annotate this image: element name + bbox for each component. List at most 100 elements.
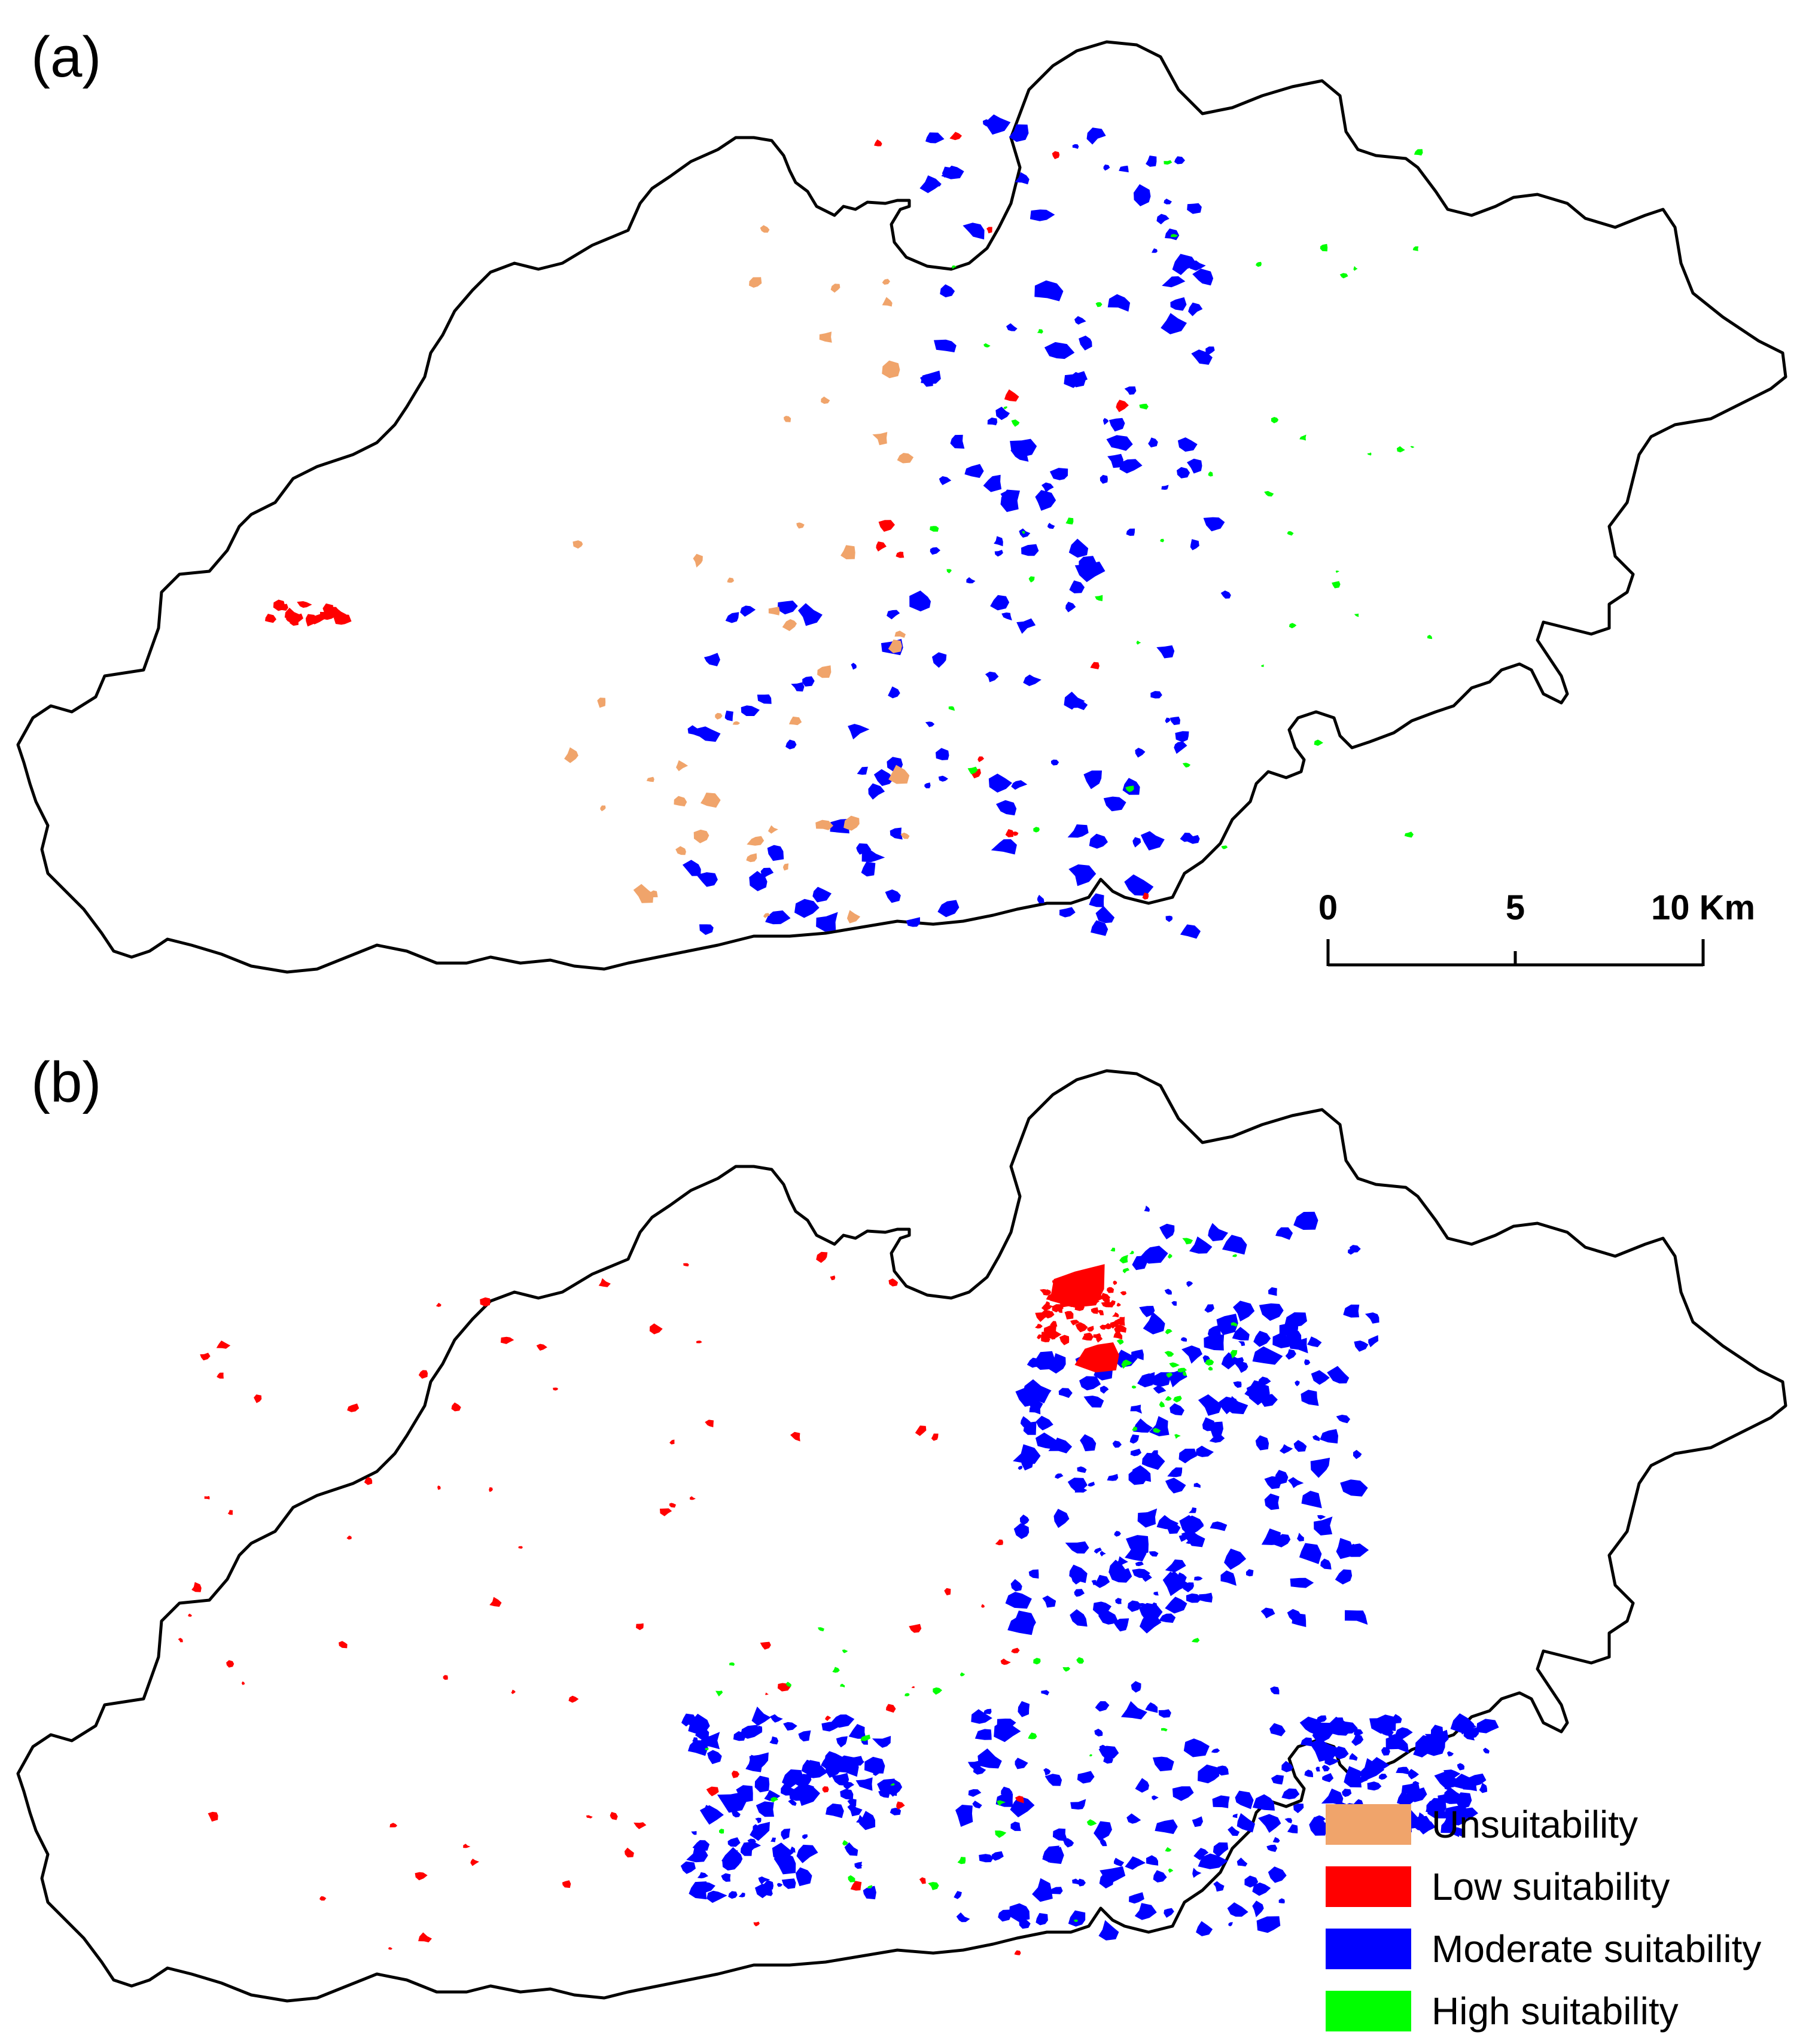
moderate-patch <box>1218 1396 1237 1415</box>
moderate-patch <box>1146 1855 1159 1866</box>
moderate-patch <box>1180 924 1201 939</box>
unsuitability-patch <box>872 432 888 446</box>
low-patch <box>598 1278 611 1287</box>
low-patch <box>1041 1303 1053 1311</box>
low-patch <box>200 1352 211 1361</box>
moderate-patch <box>684 1715 698 1726</box>
unsuitability-patch <box>882 297 893 307</box>
low-patch <box>944 1588 951 1595</box>
unsuitability-patch <box>674 796 687 807</box>
moderate-patch <box>954 1891 962 1899</box>
moderate-patch <box>847 1802 863 1817</box>
low-patch <box>732 1771 740 1778</box>
moderate-patch <box>1207 1324 1222 1341</box>
high-patch <box>1131 1385 1137 1389</box>
moderate-patch <box>1457 1763 1465 1771</box>
moderate-patch <box>1391 1714 1402 1723</box>
high-patch <box>1065 517 1074 525</box>
moderate-patch <box>794 898 820 918</box>
high-patch <box>1320 243 1328 252</box>
low-patch <box>636 1623 644 1631</box>
low-patch <box>1000 1658 1011 1665</box>
moderate-patch <box>1260 1607 1275 1619</box>
moderate-patch <box>1135 1778 1149 1793</box>
moderate-patch <box>1183 1582 1194 1592</box>
high-patch <box>1165 1847 1172 1852</box>
moderate-patch <box>1245 1569 1254 1577</box>
moderate-patch <box>755 1884 772 1899</box>
low-patch <box>415 1872 428 1881</box>
unsuitability-patch <box>572 540 583 549</box>
low-patch <box>1052 151 1060 160</box>
moderate-patch <box>890 827 903 840</box>
low-patch <box>1015 1795 1024 1804</box>
low-patch <box>1035 1324 1043 1329</box>
low-patch <box>1064 1311 1074 1320</box>
moderate-patch <box>1016 618 1036 634</box>
low-patch <box>227 1510 233 1515</box>
moderate-patch <box>1146 156 1157 167</box>
moderate-patch <box>1314 1516 1333 1536</box>
low-patch <box>480 1297 491 1307</box>
high-patch <box>1169 1362 1180 1368</box>
moderate-patch <box>1171 1301 1177 1306</box>
moderate-patch <box>1187 203 1202 214</box>
moderate-patch <box>1304 1769 1313 1777</box>
moderate-patch <box>1342 1789 1352 1797</box>
low-patch <box>208 1811 218 1822</box>
high-patch <box>1129 1250 1134 1254</box>
moderate-patch <box>816 912 838 932</box>
low-patch <box>1110 1300 1116 1306</box>
moderate-patch <box>1258 1814 1281 1833</box>
moderate-patch <box>1170 1403 1184 1416</box>
high-patch <box>1139 403 1149 410</box>
moderate-patch <box>1050 759 1059 766</box>
low-patch <box>470 1859 479 1866</box>
moderate-patch <box>932 652 947 668</box>
low-patch <box>1043 1289 1051 1296</box>
high-patch <box>1033 1658 1041 1665</box>
unsuitability-patch <box>746 853 757 863</box>
moderate-patch <box>1145 1702 1158 1713</box>
moderate-patch <box>1139 1603 1147 1608</box>
moderate-patch <box>704 653 720 666</box>
moderate-patch <box>1107 1474 1119 1481</box>
unsuitability-patch <box>600 805 606 812</box>
moderate-patch <box>1067 1478 1088 1491</box>
moderate-patch <box>1327 1366 1350 1384</box>
high-patch <box>1221 845 1228 849</box>
low-patch <box>1011 1647 1020 1653</box>
unsuitability-patch <box>676 760 689 772</box>
moderate-patch <box>1264 1493 1280 1510</box>
moderate-patch <box>885 889 901 903</box>
moderate-patch <box>1125 1856 1146 1870</box>
moderate-patch <box>1284 1312 1307 1327</box>
moderate-patch <box>1021 544 1039 556</box>
high-patch <box>1022 531 1025 534</box>
unsuitability-patch <box>821 396 830 404</box>
low-patch <box>1096 1336 1103 1343</box>
high-patch <box>1033 827 1040 833</box>
moderate-patch <box>1178 1533 1188 1542</box>
moderate-patch <box>966 577 976 584</box>
high-patch <box>1173 1396 1182 1403</box>
moderate-patch <box>848 1724 866 1739</box>
moderate-patch <box>804 1760 821 1778</box>
moderate-patch <box>1028 1397 1043 1412</box>
high-patch <box>928 1882 939 1890</box>
moderate-patch <box>1299 1716 1326 1737</box>
low-patch <box>1105 1324 1109 1329</box>
moderate-patch <box>1224 1548 1247 1570</box>
moderate-patch <box>1172 1572 1187 1583</box>
high-patch <box>1412 246 1419 251</box>
moderate-patch <box>1272 1837 1280 1843</box>
high-patch <box>1427 635 1433 639</box>
moderate-patch <box>777 1882 783 1887</box>
moderate-patch <box>1469 1773 1487 1786</box>
moderate-patch <box>1246 1382 1270 1406</box>
low-patch <box>1090 662 1100 669</box>
moderate-patch <box>1252 1794 1275 1811</box>
low-patch <box>610 1812 618 1820</box>
moderate-patch <box>1371 1757 1390 1771</box>
low-patch <box>888 1278 899 1287</box>
